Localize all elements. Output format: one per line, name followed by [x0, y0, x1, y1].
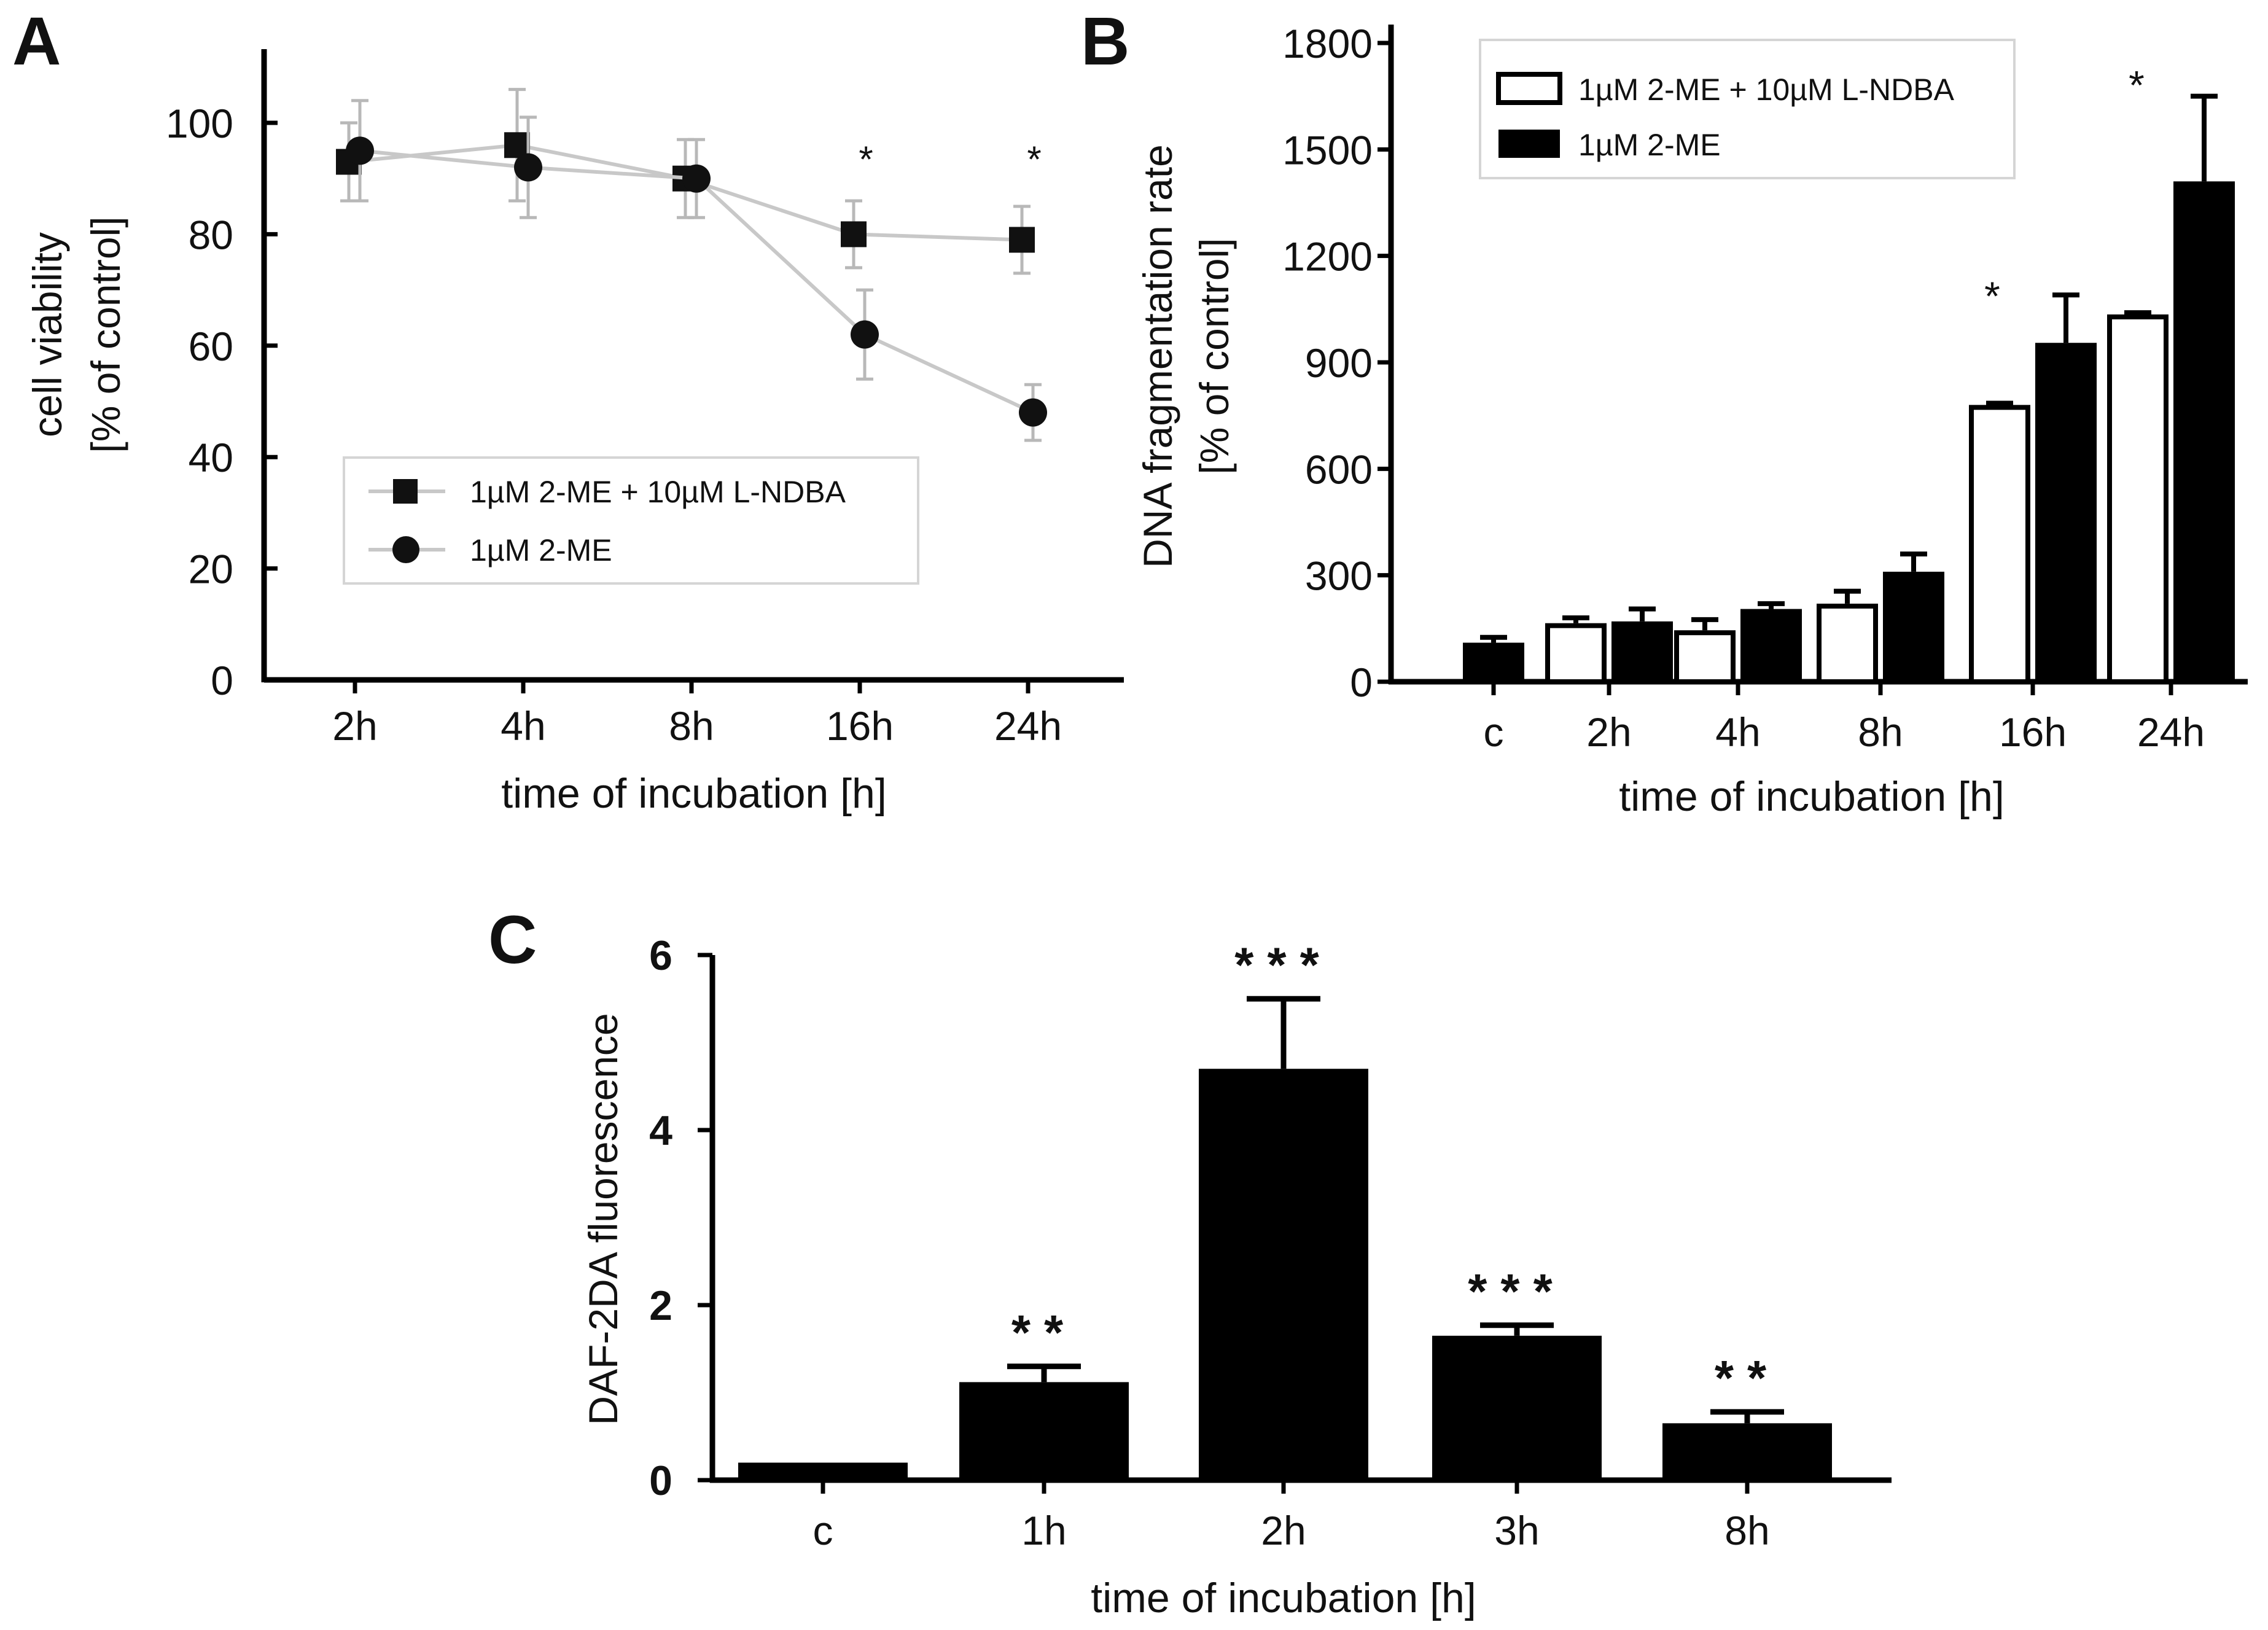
- legend-box: [1479, 39, 2016, 179]
- bar-filled: [1883, 571, 1944, 682]
- x-tick-label: 16h: [1999, 709, 2067, 755]
- bar-filled: [1740, 609, 1802, 682]
- panel-label-b: B: [1081, 4, 1129, 79]
- significance-label: *: [2129, 63, 2145, 108]
- significance-label: **: [1011, 1305, 1077, 1360]
- x-tick-label: 8h: [1858, 709, 1903, 755]
- x-tick-label: 8h: [1724, 1508, 1769, 1553]
- y-tick-label: 1500: [1282, 127, 1373, 173]
- bar: [738, 1462, 908, 1480]
- data-point-circle: [682, 164, 711, 193]
- legend-marker-square: [393, 479, 418, 504]
- bar-open: [2107, 314, 2169, 684]
- significance-label: ***: [1468, 1264, 1565, 1319]
- y-tick-label: 40: [189, 435, 233, 480]
- x-tick-label: 24h: [994, 703, 1062, 749]
- legend-swatch-open: [1496, 72, 1562, 105]
- bar-open: [1674, 630, 1736, 684]
- x-tick-label: 4h: [501, 703, 545, 749]
- y-axis-label-line2: [% of control]: [1191, 238, 1237, 474]
- x-tick-label: 8h: [669, 703, 714, 749]
- x-tick-label: 2h: [332, 703, 377, 749]
- bar: [1432, 1335, 1602, 1480]
- x-tick-label: 24h: [2137, 709, 2205, 755]
- legend-box: [343, 456, 919, 585]
- significance-label: *: [1027, 139, 1041, 180]
- y-tick-label: 1800: [1282, 21, 1373, 66]
- y-axis-label-line1: cell viability: [25, 232, 70, 437]
- y-tick-label: 600: [1305, 446, 1373, 492]
- x-tick-label: 2h: [1586, 709, 1631, 755]
- y-tick-label: 900: [1305, 340, 1373, 386]
- x-tick-label: 4h: [1715, 709, 1760, 755]
- bar: [1662, 1423, 1832, 1480]
- data-point-square: [1009, 227, 1035, 253]
- y-tick-label: 80: [189, 212, 233, 257]
- x-tick-label: 16h: [826, 703, 894, 749]
- x-tick-label: c: [1484, 709, 1504, 755]
- bar-open: [1817, 603, 1878, 685]
- x-tick-label: 3h: [1494, 1508, 1539, 1553]
- bar-open: [1545, 623, 1607, 685]
- bar-filled: [1463, 642, 1524, 682]
- significance-label: *: [1984, 273, 2000, 319]
- x-tick-label: c: [813, 1508, 833, 1553]
- y-tick-label: 60: [189, 324, 233, 369]
- y-tick-label: 0: [649, 1457, 672, 1504]
- bar-filled: [2035, 343, 2097, 682]
- panel-c: C 0 2 4 6 c 1h 2h 3h 8h time of incubation [h] DAF-…: [488, 902, 1892, 1621]
- bar-open: [1969, 405, 2030, 684]
- bar-filled: [1611, 621, 1673, 682]
- bar: [959, 1382, 1129, 1480]
- panel-label-c: C: [488, 902, 537, 978]
- x-axis-label: time of incubation [h]: [501, 770, 886, 817]
- y-tick-label: 0: [211, 658, 233, 703]
- x-axis-label: time of incubation [h]: [1619, 773, 2004, 820]
- y-tick-label: 100: [166, 101, 233, 146]
- y-tick-label: 0: [1350, 660, 1373, 705]
- legend-marker-circle: [392, 536, 419, 563]
- legend-label: 1µM 2-ME: [470, 533, 612, 567]
- y-tick-label: 4: [649, 1107, 672, 1154]
- x-tick-label: 1h: [1021, 1508, 1066, 1553]
- significance-label: **: [1715, 1351, 1780, 1405]
- data-point-circle: [1019, 398, 1047, 427]
- data-point-circle: [514, 153, 542, 182]
- y-tick-label: 6: [649, 932, 672, 979]
- panel-a: A 0 20 40 60 80 100 2h 4h 8h 16h 24h time of incubat…: [12, 4, 1124, 817]
- x-axis-label: time of incubation [h]: [1091, 1575, 1476, 1621]
- data-point-circle: [346, 136, 374, 165]
- y-axis-label: DAF-2DA fluorescence: [580, 1013, 626, 1425]
- data-point-circle: [851, 320, 879, 349]
- legend-label: 1µM 2-ME + 10µM L-NDBA: [470, 475, 846, 509]
- legend-label: 1µM 2-ME: [1578, 128, 1721, 162]
- panel-label-a: A: [12, 4, 61, 79]
- y-tick-label: 300: [1305, 553, 1373, 599]
- y-tick-label: 2: [649, 1282, 672, 1329]
- data-point-square: [841, 221, 867, 248]
- x-tick-label: 2h: [1261, 1508, 1306, 1553]
- significance-label: *: [859, 139, 873, 180]
- legend-label: 1µM 2-ME + 10µM L-NDBA: [1578, 72, 1955, 107]
- bar-filled: [2173, 181, 2235, 682]
- legend-swatch-filled: [1498, 130, 1560, 158]
- y-tick-label: 1200: [1282, 234, 1373, 279]
- significance-label: ***: [1234, 937, 1332, 992]
- y-tick-label: 20: [189, 547, 233, 592]
- bar: [1199, 1069, 1368, 1480]
- panel-b: B 0 300 600 900 1200 1500 1800 c 2h 4h 8h 16h 24h time…: [1081, 4, 2248, 820]
- y-axis-label-line1: DNA fragmentation rate: [1135, 144, 1180, 568]
- y-axis-label-line2: [% of control]: [83, 216, 128, 453]
